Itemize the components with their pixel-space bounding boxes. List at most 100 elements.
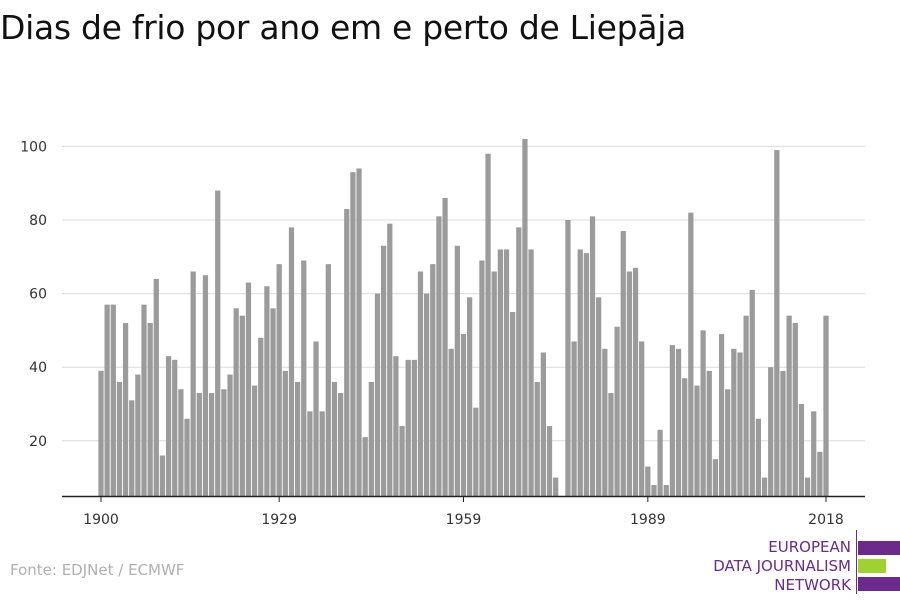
bar-1963: [485, 153, 491, 496]
bar-1982: [602, 348, 608, 496]
bars: [98, 139, 829, 497]
bar-1943: [362, 437, 368, 496]
bar-1960: [467, 297, 473, 496]
bar-1947: [387, 223, 393, 496]
bar-1924: [245, 282, 252, 496]
bar-2016: [811, 411, 817, 496]
bar-1934: [307, 411, 313, 496]
bar-1933: [301, 260, 307, 496]
bar-1964: [491, 271, 497, 496]
bar-1978: [577, 249, 583, 496]
logo-rule: [856, 530, 857, 594]
bar-1951: [411, 359, 417, 496]
bar-2014: [798, 404, 805, 496]
bar-1914: [184, 418, 190, 496]
bar-2017: [817, 451, 823, 496]
bar-1983: [608, 392, 614, 496]
bar-2015: [804, 477, 811, 496]
x-tick-label: 1929: [261, 512, 297, 528]
bar-1953: [424, 293, 430, 496]
bar-1938: [331, 381, 338, 496]
bar-1939: [337, 392, 344, 496]
y-tick-label: 40: [29, 360, 47, 376]
x-tick-label: 1959: [446, 512, 482, 528]
bar-1910: [159, 455, 166, 496]
bar-1911: [165, 356, 172, 496]
bar-1950: [405, 359, 411, 496]
logo-bar-bottom: [858, 577, 900, 591]
bar-1994: [675, 348, 682, 496]
bar-1981: [596, 297, 602, 496]
bar-1912: [172, 359, 178, 496]
bar-1958: [454, 245, 460, 496]
bar-2005: [743, 315, 749, 496]
bar-1941: [350, 172, 356, 496]
bar-1909: [153, 278, 159, 496]
logo-line-2: DATA JOURNALISM: [713, 557, 851, 575]
bar-1976: [565, 220, 571, 496]
bar-1925: [251, 385, 258, 496]
bar-1989: [645, 466, 651, 496]
bar-1988: [639, 341, 645, 496]
bar-1904: [122, 323, 129, 496]
source-note: Fonte: EDJNet / ECMWF: [10, 561, 185, 579]
x-tick-label: 2018: [808, 512, 844, 528]
bar-1930: [282, 370, 288, 496]
bar-1986: [626, 271, 633, 496]
bar-1998: [700, 330, 706, 496]
bar-1913: [178, 389, 184, 496]
bar-2002: [725, 389, 731, 496]
y-tick-label: 100: [20, 139, 47, 155]
y-tick-label: 60: [29, 287, 47, 303]
bar-1931: [288, 227, 295, 497]
bar-1920: [221, 389, 227, 496]
bar-1932: [294, 381, 301, 496]
bar-2007: [755, 418, 762, 496]
bar-1942: [356, 168, 362, 497]
bar-1962: [479, 260, 485, 496]
bar-1921: [227, 374, 233, 496]
bar-1979: [583, 253, 590, 496]
bar-1903: [116, 381, 123, 496]
bar-1993: [669, 345, 676, 496]
bar-1945: [374, 293, 381, 496]
bar-1996: [688, 212, 694, 496]
edjnet-logo: EUROPEAN DATA JOURNALISM NETWORK: [640, 530, 900, 594]
axes: 20 40 60 80 100 1900 1929 1959 1989 2018: [20, 139, 865, 528]
bar-1973: [546, 426, 553, 496]
bar-2006: [749, 289, 755, 496]
bar-1927: [264, 286, 270, 496]
y-tick-label: 80: [29, 213, 47, 229]
bar-1965: [497, 249, 503, 496]
logo-line-3: NETWORK: [774, 576, 851, 594]
bar-1984: [614, 326, 620, 496]
bar-2012: [786, 315, 792, 496]
bar-1967: [510, 312, 516, 496]
bar-1905: [129, 400, 135, 496]
bar-1980: [589, 216, 596, 496]
bar-1940: [344, 208, 350, 496]
bar-2001: [718, 334, 725, 496]
x-tick-label: 1900: [83, 512, 119, 528]
bar-1977: [571, 341, 577, 496]
bar-1923: [239, 315, 245, 496]
bar-1966: [503, 249, 510, 496]
logo-bar-top: [858, 541, 900, 555]
bar-1902: [110, 304, 116, 496]
chart-title: Dias de frio por ano em e perto de Liepā…: [0, 8, 686, 47]
bar-1985: [620, 231, 626, 497]
bar-2013: [792, 323, 798, 496]
y-tick-label: 20: [29, 434, 47, 450]
bar-1974: [553, 477, 559, 496]
bar-1957: [448, 348, 454, 496]
bar-1926: [258, 337, 264, 496]
bar-1991: [657, 429, 663, 496]
bar-1907: [141, 304, 147, 496]
bar-1908: [147, 323, 153, 496]
bar-1961: [473, 407, 479, 496]
bar-1935: [313, 341, 319, 496]
bar-1946: [381, 245, 387, 496]
bar-1955: [436, 216, 442, 496]
bar-1916: [196, 392, 202, 496]
bar-1997: [694, 385, 700, 496]
